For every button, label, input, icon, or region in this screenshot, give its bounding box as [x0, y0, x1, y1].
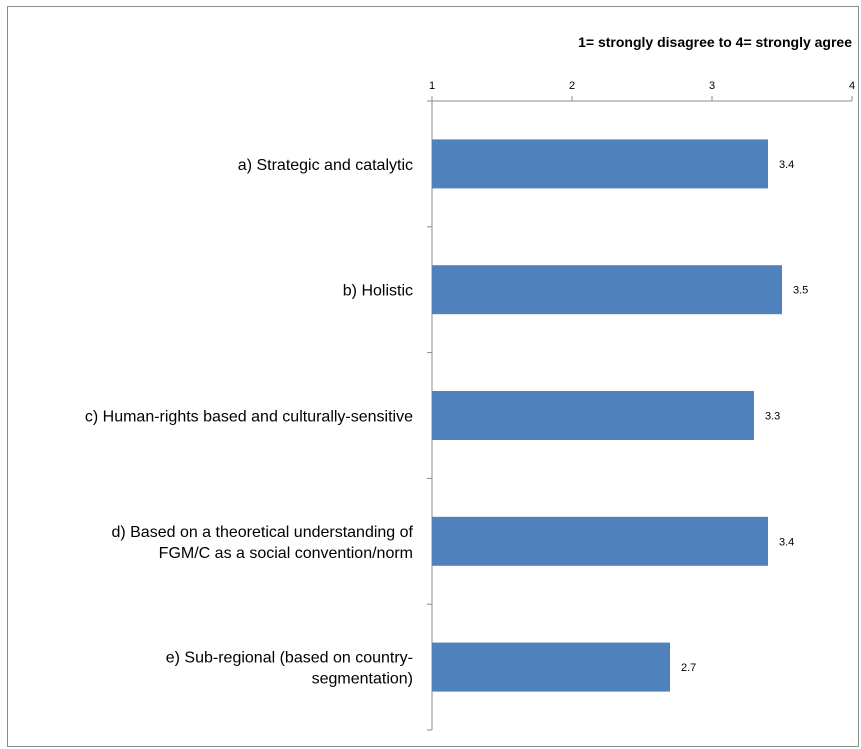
bar: [432, 265, 782, 315]
data-label: 3.4: [779, 159, 794, 171]
data-label: 3.4: [779, 536, 794, 548]
category-label: c) Human-rights based and culturally-sen…: [85, 409, 413, 426]
bar: [432, 516, 768, 566]
category-label: segmentation): [312, 671, 413, 688]
chart-title: 1= strongly disagree to 4= strongly agre…: [578, 34, 852, 50]
bar: [432, 391, 754, 440]
data-label: 3.5: [793, 285, 808, 297]
chart-frame: [7, 6, 859, 747]
data-label: 2.7: [681, 662, 696, 674]
data-label: 3.3: [765, 411, 780, 423]
bar: [432, 642, 670, 692]
x-tick-label: 2: [569, 80, 575, 92]
category-label: d) Based on a theoretical understanding …: [111, 524, 413, 541]
x-tick-label: 3: [709, 80, 715, 92]
category-label: b) Holistic: [343, 283, 413, 300]
x-tick-label: 1: [429, 80, 435, 92]
category-label: e) Sub-regional (based on country-: [166, 650, 413, 667]
bar: [432, 139, 768, 189]
category-label: a) Strategic and catalytic: [238, 157, 413, 174]
x-tick-label: 4: [849, 80, 855, 92]
category-label: FGM/C as a social convention/norm: [159, 545, 413, 562]
